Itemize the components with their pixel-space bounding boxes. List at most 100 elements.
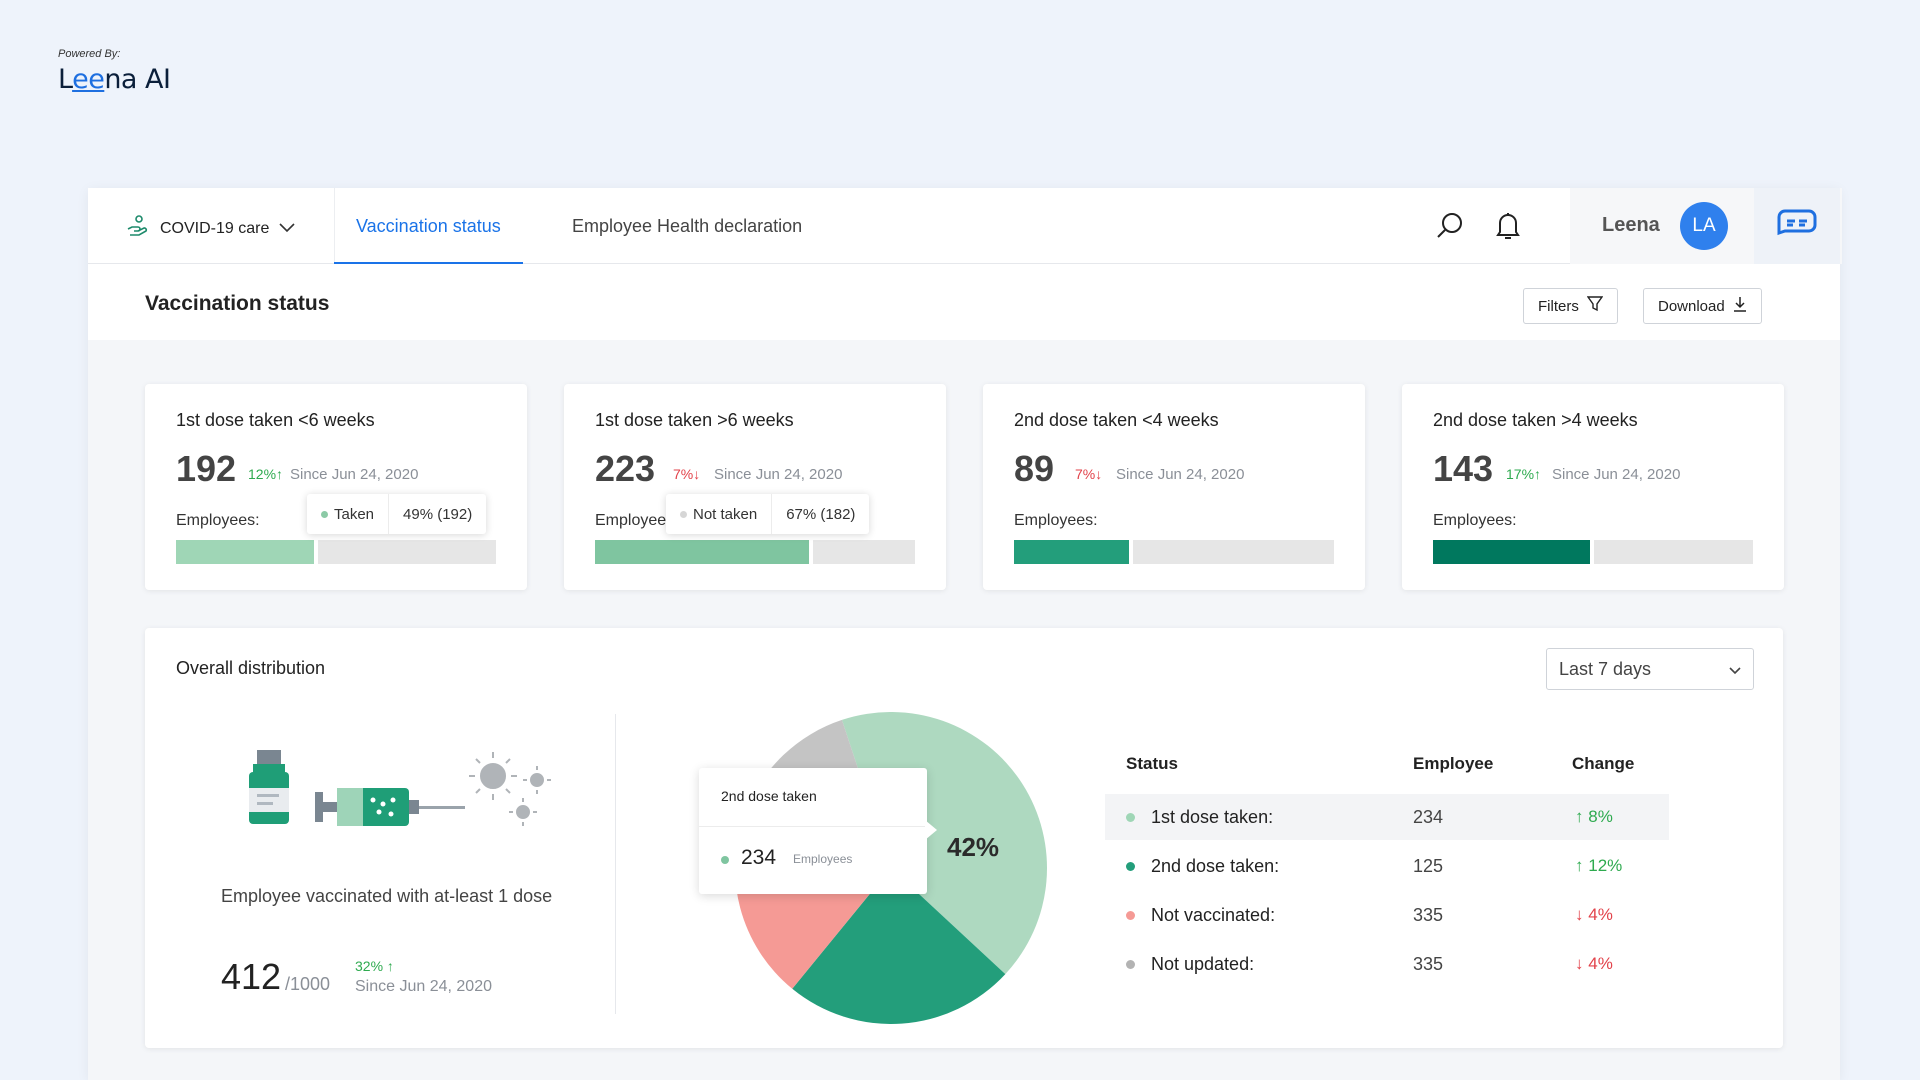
column-header-status: Status bbox=[1126, 754, 1178, 773]
pie-tooltip: 2nd dose taken 234 Employees bbox=[699, 768, 937, 894]
progress-bar[interactable] bbox=[595, 540, 915, 564]
progress-fill bbox=[1014, 540, 1129, 564]
arrow-down-icon: ↓ bbox=[1575, 954, 1584, 973]
bar-tooltip: Taken 49% (192) bbox=[307, 494, 487, 534]
avatar[interactable]: LA bbox=[1680, 202, 1728, 250]
logo-prefix: L bbox=[58, 64, 73, 95]
tooltip-divider bbox=[771, 494, 773, 534]
card-change: 12%↑ bbox=[248, 466, 284, 482]
row-status: 2nd dose taken: bbox=[1151, 856, 1280, 876]
tooltip-dot bbox=[680, 510, 687, 518]
column-header-change: Change bbox=[1572, 754, 1635, 773]
virus-icon bbox=[469, 752, 551, 826]
filter-funnel-icon bbox=[1586, 296, 1604, 316]
row-employee: 125 bbox=[1413, 856, 1444, 876]
download-arrow-icon bbox=[1733, 296, 1747, 316]
tooltip-value: 67% (182) bbox=[786, 505, 856, 523]
status-dot bbox=[1126, 960, 1135, 969]
card-title: 2nd dose taken <4 weeks bbox=[1014, 410, 1219, 430]
tab-employee-health-declaration[interactable]: Employee Health declaration bbox=[572, 216, 803, 236]
progress-bar[interactable] bbox=[176, 540, 496, 564]
tooltip-dot bbox=[321, 510, 328, 518]
tooltip-label: Not taken bbox=[693, 505, 758, 523]
tab-vaccination-status[interactable]: Vaccination status bbox=[334, 188, 523, 264]
leena-ai-logo: Leena AI bbox=[58, 64, 171, 95]
card-title: 2nd dose taken >4 weeks bbox=[1433, 410, 1638, 430]
card-value: 223 bbox=[595, 448, 656, 489]
card-second-dose-under-4-weeks: 2nd dose taken <4 weeks 89 7%↓ Since Jun… bbox=[983, 384, 1365, 590]
vaccinated-label: Employee vaccinated with at-least 1 dose bbox=[221, 886, 553, 906]
row-status: Not vaccinated: bbox=[1151, 905, 1276, 925]
arrow-up-icon: ↑ bbox=[386, 958, 394, 974]
filters-label: Filters bbox=[1538, 297, 1579, 315]
status-dot bbox=[1126, 862, 1135, 871]
bar-tooltip: Not taken 67% (182) bbox=[666, 494, 870, 534]
arrow-down-icon: ↓ bbox=[1095, 466, 1103, 482]
arrow-up-icon: ↑ bbox=[276, 466, 284, 482]
search-icon[interactable] bbox=[1432, 208, 1468, 244]
card-since: Since Jun 24, 2020 bbox=[1116, 466, 1245, 483]
download-button[interactable]: Download bbox=[1643, 288, 1762, 324]
overall-distribution-panel: Overall distribution Last 7 days bbox=[145, 628, 1783, 1048]
employees-label: Employees: bbox=[176, 512, 260, 529]
card-value: 89 bbox=[1014, 448, 1055, 489]
hand-heart-icon bbox=[126, 214, 150, 243]
tooltip-divider bbox=[388, 494, 390, 534]
arrow-up-icon: ↑ bbox=[1575, 856, 1584, 875]
card-value: 192 bbox=[176, 448, 237, 489]
pie-slice-2nd-dose-taken[interactable] bbox=[792, 868, 1006, 1024]
page-header: Vaccination status Filters Download bbox=[88, 264, 1840, 340]
top-navigation-bar: COVID-19 care Vaccination status Employe… bbox=[88, 188, 1842, 264]
pie-tooltip-dot bbox=[721, 856, 729, 864]
progress-bar[interactable] bbox=[1014, 540, 1334, 564]
filters-button[interactable]: Filters bbox=[1523, 288, 1618, 324]
card-change: 7%↓ bbox=[673, 466, 701, 482]
employees-label: Employees: bbox=[1433, 512, 1517, 529]
vaccine-vial-icon bbox=[249, 750, 289, 824]
pie-tooltip-pointer bbox=[925, 820, 937, 840]
covid-care-menu-label: COVID-19 care bbox=[160, 219, 270, 237]
progress-fill bbox=[1433, 540, 1590, 564]
chat-bot-icon bbox=[1775, 209, 1819, 244]
chevron-down-icon bbox=[279, 220, 295, 238]
row-employee: 335 bbox=[1413, 905, 1444, 925]
card-title: 1st dose taken >6 weeks bbox=[595, 410, 794, 430]
table-row[interactable]: 1st dose taken: 234 ↑ 8% bbox=[1105, 794, 1669, 840]
date-range-value: Last 7 days bbox=[1559, 658, 1652, 679]
menu-divider bbox=[334, 188, 335, 264]
row-employee: 335 bbox=[1413, 954, 1444, 974]
progress-fill bbox=[595, 540, 809, 564]
column-header-employee: Employee bbox=[1413, 754, 1494, 773]
pie-tooltip-title: 2nd dose taken bbox=[721, 788, 817, 804]
progress-gap bbox=[1590, 540, 1594, 564]
pie-tooltip-divider bbox=[699, 826, 927, 827]
table-row[interactable]: Not vaccinated: 335 ↓ 4% bbox=[1105, 892, 1669, 938]
row-change: ↑ 12% bbox=[1575, 856, 1623, 875]
card-change: 17%↑ bbox=[1506, 466, 1542, 482]
card-title: 1st dose taken <6 weeks bbox=[176, 410, 375, 430]
logo-ee: ee bbox=[72, 64, 105, 95]
tooltip-value: 49% (192) bbox=[403, 505, 473, 523]
covid-care-menu[interactable]: COVID-19 care bbox=[126, 214, 295, 243]
logo-suffix: na AI bbox=[104, 64, 171, 95]
status-dot bbox=[1126, 911, 1135, 920]
vaccinated-change: 32% ↑ bbox=[355, 958, 394, 974]
card-since: Since Jun 24, 2020 bbox=[714, 466, 843, 483]
panel-divider bbox=[615, 714, 616, 1014]
distribution-title: Overall distribution bbox=[176, 658, 326, 678]
card-since: Since Jun 24, 2020 bbox=[1552, 466, 1681, 483]
row-employee: 234 bbox=[1413, 807, 1444, 827]
card-second-dose-over-4-weeks: 2nd dose taken >4 weeks 143 17%↑ Since J… bbox=[1402, 384, 1784, 590]
status-dot bbox=[1126, 813, 1135, 822]
tooltip-label: Taken bbox=[334, 505, 375, 523]
syringe-icon bbox=[315, 788, 465, 826]
bell-icon[interactable] bbox=[1490, 208, 1526, 244]
date-range-select[interactable]: Last 7 days bbox=[1546, 648, 1754, 690]
employees-label: Employees: bbox=[595, 512, 679, 529]
table-row[interactable]: 2nd dose taken: 125 ↑ 12% bbox=[1105, 843, 1669, 889]
leena-bot-button[interactable] bbox=[1754, 188, 1840, 264]
card-value: 143 bbox=[1433, 448, 1494, 489]
table-row[interactable]: Not updated: 335 ↓ 4% bbox=[1105, 941, 1669, 987]
progress-bar[interactable] bbox=[1433, 540, 1753, 564]
progress-fill bbox=[176, 540, 314, 564]
